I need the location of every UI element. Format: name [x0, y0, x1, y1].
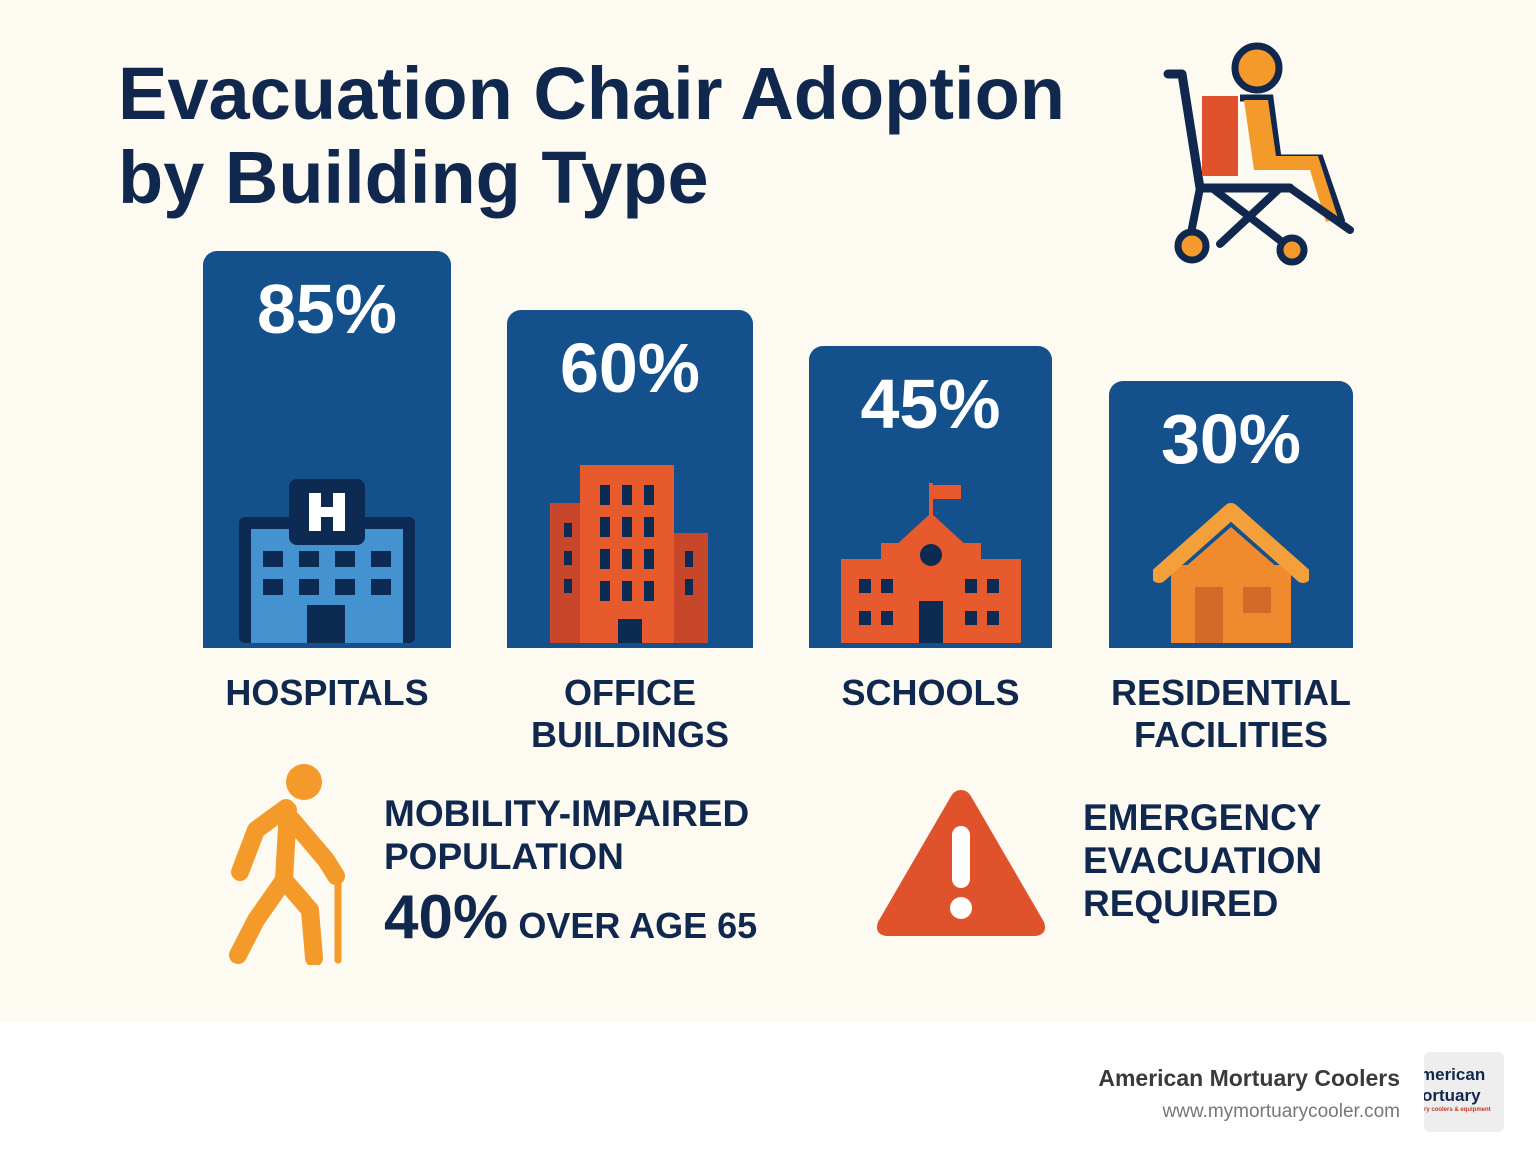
website-url[interactable]: www.mymortuarycooler.com — [1162, 1101, 1400, 1122]
title-line-2: by Building Type — [118, 136, 709, 219]
data-label: 30% — [1160, 400, 1302, 479]
category-label: RESIDENTIAL FACILITIES — [1110, 672, 1351, 755]
house-icon — [1151, 502, 1311, 648]
category-label: OFFICE BUILDINGS — [531, 672, 729, 755]
page-title: Evacuation Chair Adoption by Building Ty… — [118, 52, 1065, 220]
category-label: HOSPITALS — [225, 672, 429, 713]
footer: American Mortuary Coolers www.mymortuary… — [0, 1022, 1536, 1154]
walking-person-cane-icon — [229, 764, 345, 965]
bar-schools: 45% — [809, 345, 1052, 648]
emergency-line3: REQUIRED — [1083, 883, 1279, 924]
bar-hospitals: 85% — [203, 251, 451, 648]
emergency-line1: EMERGENCY — [1083, 797, 1322, 838]
emergency-line2: EVACUATION — [1083, 840, 1323, 881]
brand-logo: merican ortuary ry coolers & equipment — [1424, 1052, 1504, 1132]
hospital-icon — [239, 478, 415, 648]
office-building-icon — [550, 464, 710, 648]
title-line-1: Evacuation Chair Adoption — [118, 52, 1065, 135]
data-label: 45% — [860, 364, 1001, 443]
mobility-suffix: OVER AGE 65 — [518, 905, 758, 946]
mobility-label-line1: MOBILITY-IMPAIRED — [384, 793, 750, 834]
category-label: SCHOOLS — [841, 672, 1020, 713]
mobility-label-line2: POPULATION — [384, 836, 624, 877]
warning-triangle-icon — [877, 790, 1045, 936]
data-label: 85% — [256, 270, 398, 349]
bar-office-buildings: 60% — [507, 310, 753, 648]
bar-residential-facilities: 30% — [1109, 381, 1353, 648]
school-icon — [840, 482, 1021, 648]
mobility-percentage: 40% — [384, 883, 509, 952]
brand-name: American Mortuary Coolers — [1098, 1065, 1400, 1091]
wheelchair-icon — [1163, 42, 1354, 266]
data-label: 60% — [559, 329, 701, 408]
bar-chart: 85% HOSPITALS 60% OFFICE BUILDINGS 45% SCHOOLS… — [203, 251, 1353, 755]
